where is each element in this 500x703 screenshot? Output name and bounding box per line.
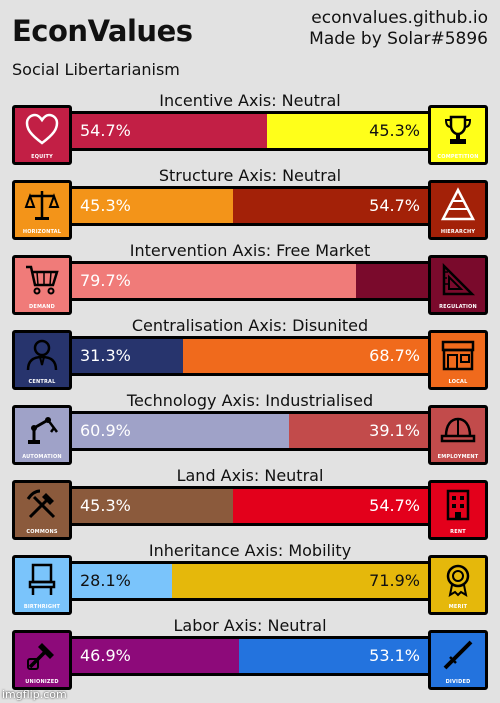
right-percentage: 71.9% [369,571,420,590]
axis-title: Structure Axis: Neutral [158,166,342,185]
axis-row: Incentive Axis: Neutral EQUITY COMPETITION… [12,92,488,167]
site-link[interactable]: econvalues.github.io [311,8,488,28]
left-percentage: 45.3% [80,496,131,515]
axis-title: Technology Axis: Industrialised [126,391,374,410]
right-segment: 53.1% [239,639,428,673]
right-segment: 39.1% [289,414,428,448]
right-percentage: 68.7% [369,346,420,365]
axis-row: Inheritance Axis: Mobility BIRTHRIGHT MERI… [12,542,488,617]
right-segment: 54.7% [233,489,428,523]
left-percentage: 46.9% [80,646,131,665]
left-value-label: BIRTHRIGHT [23,604,61,610]
right-value-badge: HIERARCHY [428,180,488,240]
left-percentage: 60.9% [80,421,131,440]
axis-bar: 79.7% [72,261,428,301]
left-value-badge: CENTRAL [12,330,72,390]
left-value-label: EQUITY [31,154,53,160]
axis-bar: 31.3% 68.7% [72,336,428,376]
axis-title: Inheritance Axis: Mobility [148,541,352,560]
axis-bar: 28.1% 71.9% [72,561,428,601]
axis-title: Land Axis: Neutral [176,466,324,485]
left-percentage: 54.7% [80,121,131,140]
axis-row: Labor Axis: Neutral UNIONIZED DIVIDED 46.9%… [12,617,488,692]
left-value-label: HORIZONTAL [22,229,62,235]
axis-title: Centralisation Axis: Disunited [131,316,369,335]
right-value-badge: MERIT [428,555,488,615]
left-segment: 28.1% [72,564,172,598]
left-percentage: 79.7% [80,271,131,290]
axis-row: Centralisation Axis: Disunited CENTRAL LOC… [12,317,488,392]
left-value-label: DEMAND [29,304,55,310]
axis-bar: 46.9% 53.1% [72,636,428,676]
app-title: EconValues [12,14,193,48]
right-percentage: 54.7% [369,196,420,215]
right-value-badge: DIVIDED [428,630,488,690]
right-value-badge: COMPETITION [428,105,488,165]
axis-bar: 60.9% 39.1% [72,411,428,451]
right-value-badge: EMPLOYMENT [428,405,488,465]
left-segment: 45.3% [72,489,233,523]
axis-title: Incentive Axis: Neutral [159,91,341,110]
left-value-badge: BIRTHRIGHT [12,555,72,615]
right-segment: 71.9% [172,564,428,598]
axis-row: Intervention Axis: Free Market DEMAND REGU… [12,242,488,317]
right-segment: 68.7% [183,339,428,373]
right-percentage: 45.3% [369,121,420,140]
right-value-label: LOCAL [448,379,468,385]
right-percentage: 53.1% [369,646,420,665]
right-value-badge: LOCAL [428,330,488,390]
right-value-label: HIERARCHY [440,229,476,235]
right-value-label: RENT [450,529,466,535]
left-value-badge: EQUITY [12,105,72,165]
ideology-subtitle: Social Libertarianism [12,60,180,79]
header: EconValues Social Libertarianism econval… [0,0,500,92]
left-percentage: 45.3% [80,196,131,215]
axis-bar: 45.3% 54.7% [72,486,428,526]
left-segment: 46.9% [72,639,239,673]
right-segment [356,264,428,298]
left-segment: 54.7% [72,114,267,148]
left-segment: 31.3% [72,339,183,373]
right-value-label: DIVIDED [445,679,471,685]
axis-row: Structure Axis: Neutral HORIZONTAL HIERARC… [12,167,488,242]
left-segment: 45.3% [72,189,233,223]
left-value-label: AUTOMATION [22,454,62,460]
left-percentage: 28.1% [80,571,131,590]
left-value-label: COMMONS [26,529,58,535]
left-value-badge: DEMAND [12,255,72,315]
left-value-badge: AUTOMATION [12,405,72,465]
left-value-badge: COMMONS [12,480,72,540]
right-segment: 45.3% [267,114,428,148]
author-credit: Made by Solar#5896 [309,29,488,49]
right-value-badge: RENT [428,480,488,540]
left-value-badge: HORIZONTAL [12,180,72,240]
right-value-label: REGULATION [439,304,477,310]
left-percentage: 31.3% [80,346,131,365]
right-segment: 54.7% [233,189,428,223]
right-percentage: 54.7% [369,496,420,515]
left-value-label: CENTRAL [28,379,56,385]
credits: econvalues.github.io Made by Solar#5896 [309,8,488,50]
left-segment: 79.7% [72,264,356,298]
watermark: imgflip.com [2,688,67,701]
axis-row: Technology Axis: Industrialised AUTOMATIO… [12,392,488,467]
left-value-badge: UNIONIZED [12,630,72,690]
left-segment: 60.9% [72,414,289,448]
axis-title: Labor Axis: Neutral [173,616,327,635]
right-value-badge: REGULATION [428,255,488,315]
left-value-label: UNIONIZED [25,679,59,685]
right-value-label: COMPETITION [437,154,479,160]
axis-bar: 45.3% 54.7% [72,186,428,226]
axis-title: Intervention Axis: Free Market [129,241,371,260]
axis-row: Land Axis: Neutral COMMONS RENT 45.3% 54.7% [12,467,488,542]
axis-bar: 54.7% 45.3% [72,111,428,151]
right-value-label: MERIT [448,604,468,610]
right-value-label: EMPLOYMENT [437,454,479,460]
right-percentage: 39.1% [369,421,420,440]
